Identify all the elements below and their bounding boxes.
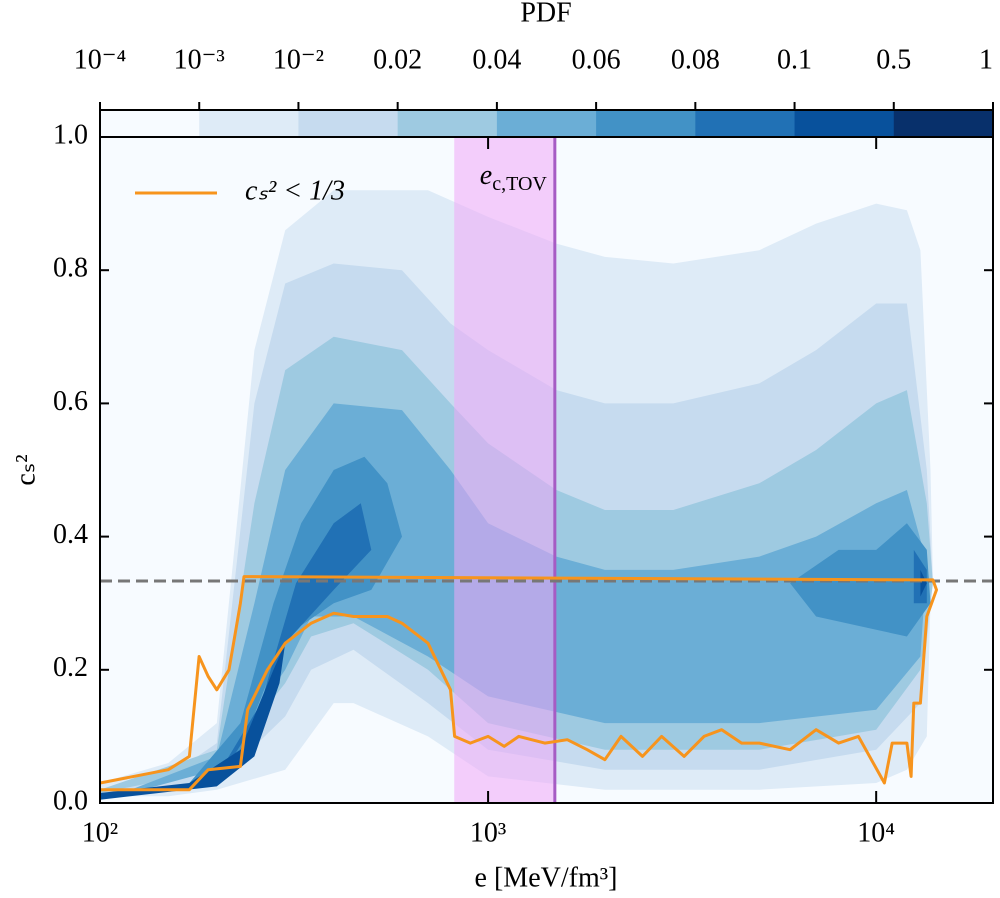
y-tick-label: 0.8: [53, 253, 88, 284]
colorbar-segment: [397, 110, 498, 137]
colorbar-tick-label: 0.02: [373, 44, 422, 75]
colorbar-tick-label: 0.06: [572, 44, 621, 75]
annotation-subscript: c,TOV: [492, 173, 547, 195]
annotation-text: e: [480, 160, 492, 191]
contour-region: [100, 643, 286, 800]
colorbar-tick-label: 1: [979, 44, 993, 75]
colorbar-tick-label: 0.08: [671, 44, 720, 75]
colorbar-tick-label: 0.5: [876, 44, 911, 75]
colorbar-tick-label: 10⁻³: [174, 44, 225, 75]
colorbar-segment: [794, 110, 895, 137]
x-tick-label: 10²: [82, 817, 118, 848]
highlight-band: [454, 137, 555, 803]
colorbar-segment: [496, 110, 597, 137]
x-axis-label: e [MeV/fm³]: [475, 862, 618, 893]
plot-area: [100, 137, 993, 803]
colorbar-segment: [100, 110, 200, 137]
y-tick-label: 0.6: [53, 386, 88, 417]
colorbar-segment: [893, 110, 994, 137]
contour-region: [216, 503, 372, 783]
colorbar-segment: [199, 110, 299, 137]
series-line: [100, 575, 938, 792]
contour-region: [920, 569, 927, 597]
legend-label: cₛ² < 1/3: [245, 175, 345, 206]
colorbar-segment: [596, 110, 696, 137]
y-axis-label: cₛ²: [10, 454, 41, 485]
y-tick-label: 0.0: [53, 785, 88, 816]
colorbar-segment: [298, 110, 399, 137]
annotation: ec,TOV: [480, 160, 548, 194]
colorbar-tick-label: 0.04: [472, 44, 521, 75]
y-tick-label: 1.0: [53, 119, 88, 150]
colorbar-frame: [99, 109, 994, 138]
colorbar-tick-label: 0.1: [777, 44, 812, 75]
x-tick-label: 10³: [470, 817, 506, 848]
y-tick-label: 0.4: [53, 519, 88, 550]
colorbar-segment: [695, 110, 796, 137]
x-tick-label: 10⁴: [857, 817, 895, 848]
colorbar-tick-label: 10⁻²: [273, 44, 324, 75]
y-tick-label: 0.2: [53, 652, 88, 683]
colorbar-title: PDF: [520, 0, 571, 28]
colorbar-tick-label: 10⁻⁴: [74, 44, 127, 75]
